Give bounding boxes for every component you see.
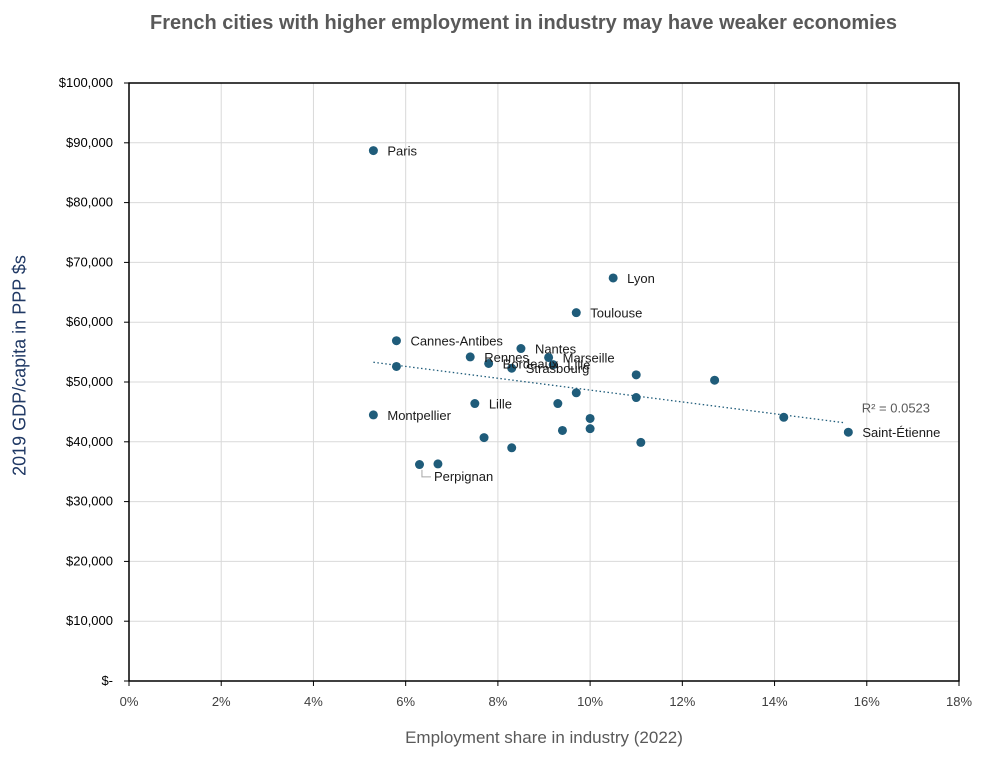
data-point xyxy=(843,427,853,437)
y-tick-label: $40,000 xyxy=(66,434,113,449)
point-label: Marseille xyxy=(563,350,615,365)
data-point xyxy=(636,437,646,447)
data-point xyxy=(585,424,595,434)
x-tick-label: 6% xyxy=(396,694,415,709)
data-point xyxy=(585,413,595,423)
y-tick-label: $60,000 xyxy=(66,314,113,329)
data-point xyxy=(368,410,378,420)
point-label: Paris xyxy=(387,144,417,159)
x-tick-label: 8% xyxy=(488,694,507,709)
point-label: Perpignan xyxy=(434,469,493,484)
data-point xyxy=(433,459,443,469)
data-point xyxy=(507,443,517,453)
data-point xyxy=(553,399,563,409)
point-label: Lyon xyxy=(627,271,655,286)
data-point xyxy=(608,273,618,283)
data-point xyxy=(571,388,581,398)
y-axis-title: 2019 GDP/capita in PPP $s xyxy=(9,255,30,476)
y-tick-label: $50,000 xyxy=(66,374,113,389)
x-tick-label: 16% xyxy=(854,694,880,709)
point-label: Bordeaux xyxy=(503,356,559,371)
y-tick-label: $100,000 xyxy=(59,75,113,90)
x-tick-label: 12% xyxy=(669,694,695,709)
point-label: Lille xyxy=(567,358,590,373)
x-tick-label: 4% xyxy=(304,694,323,709)
chart-title: French cities with higher employment in … xyxy=(150,12,897,34)
data-point xyxy=(391,361,401,371)
data-point xyxy=(484,358,494,368)
x-tick-label: 10% xyxy=(577,694,603,709)
y-tick-label: $10,000 xyxy=(66,613,113,628)
x-axis-title: Employment share in industry (2022) xyxy=(405,728,683,747)
data-point xyxy=(516,344,526,354)
data-point xyxy=(544,352,554,362)
r-squared-label: R² = 0.0523 xyxy=(862,401,930,416)
data-point xyxy=(479,433,489,443)
leader-line xyxy=(421,469,431,478)
x-tick-label: 14% xyxy=(762,694,788,709)
y-tick-label: $80,000 xyxy=(66,195,113,210)
data-point xyxy=(779,412,789,422)
x-tick-label: 2% xyxy=(212,694,231,709)
y-tick-label: $70,000 xyxy=(66,254,113,269)
point-label: Nantes xyxy=(535,342,577,357)
point-label: Rennes xyxy=(484,350,529,365)
y-tick-label: $- xyxy=(101,673,113,688)
data-point xyxy=(507,363,517,373)
data-point xyxy=(470,399,480,409)
point-label: Toulouse xyxy=(590,306,642,321)
y-tick-label: $30,000 xyxy=(66,494,113,509)
point-label: Montpellier xyxy=(387,408,451,423)
point-label: Lille xyxy=(489,397,512,412)
trendline xyxy=(373,361,844,424)
data-point xyxy=(571,308,581,318)
data-point xyxy=(465,352,475,362)
data-point xyxy=(557,425,567,435)
point-label: Saint-Étienne xyxy=(862,425,940,440)
data-point xyxy=(368,146,378,156)
data-point xyxy=(631,393,641,403)
x-tick-label: 0% xyxy=(120,694,139,709)
point-label: Strasbourg xyxy=(526,361,590,376)
y-tick-label: $90,000 xyxy=(66,135,113,150)
data-point xyxy=(710,375,720,385)
point-label: Cannes-Antibes xyxy=(410,334,503,349)
x-tick-label: 18% xyxy=(946,694,972,709)
data-point xyxy=(391,336,401,346)
data-point xyxy=(548,360,558,370)
data-point xyxy=(415,460,424,470)
data-point xyxy=(631,370,641,380)
y-tick-label: $20,000 xyxy=(66,553,113,568)
